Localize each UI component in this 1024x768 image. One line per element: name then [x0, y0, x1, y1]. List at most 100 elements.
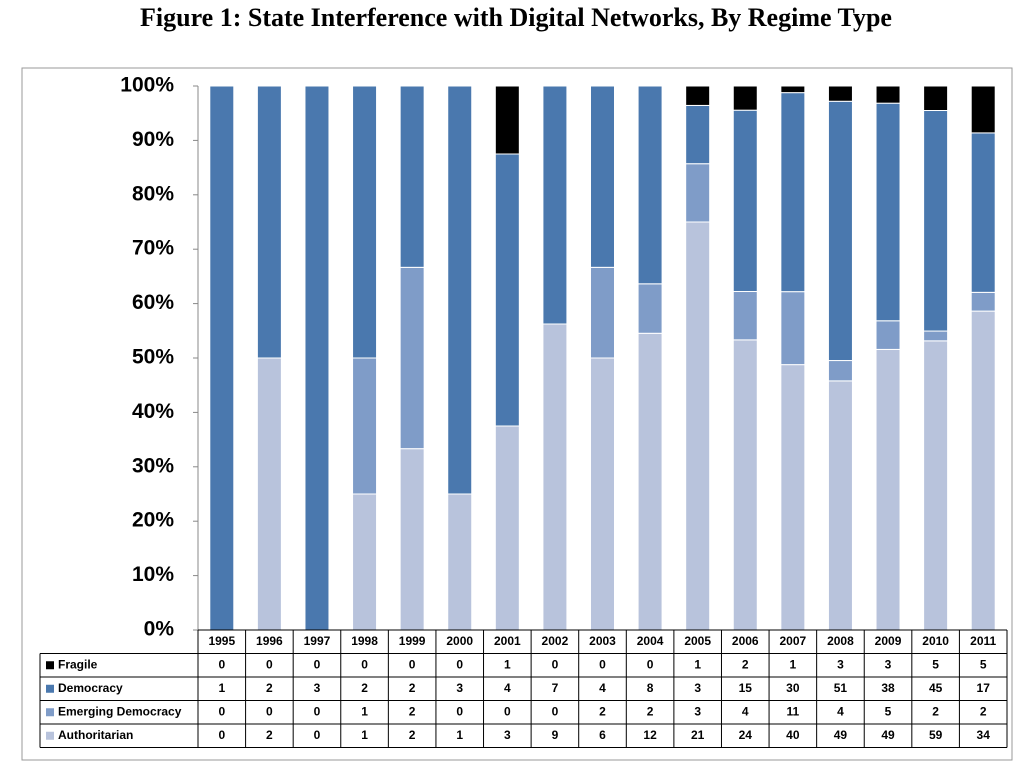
table-cell: 1	[456, 728, 463, 742]
table-cell: 3	[456, 681, 463, 695]
table-cell: 59	[929, 728, 943, 742]
table-cell: 51	[834, 681, 848, 695]
legend-swatch	[46, 661, 54, 670]
y-tick-label: 40%	[132, 400, 174, 423]
bar-segment	[827, 380, 853, 631]
table-cell: 5	[885, 704, 892, 718]
bar-segment	[590, 85, 615, 268]
x-tick-label: 2006	[732, 634, 759, 648]
table-cell: 9	[552, 728, 559, 742]
legend-swatch	[46, 731, 54, 740]
bar-segment	[970, 85, 996, 134]
table-cell: 3	[314, 681, 321, 695]
table-cell: 3	[694, 681, 701, 695]
bar-segment	[970, 291, 996, 312]
table-cell: 0	[504, 704, 511, 718]
table-cell: 1	[694, 657, 701, 671]
table-cell: 0	[552, 657, 559, 671]
bar-segment	[637, 283, 663, 334]
table-cell: 0	[409, 657, 416, 671]
x-tick-label: 2009	[875, 634, 902, 648]
table-cell: 30	[786, 681, 800, 695]
table-cell: 21	[691, 728, 705, 742]
x-tick-label: 2003	[589, 634, 616, 648]
x-tick-label: 1998	[351, 634, 378, 648]
bar-segment	[352, 357, 378, 495]
bar-segment	[399, 266, 425, 450]
bar-segment	[447, 493, 473, 631]
x-tick-label: 1999	[399, 634, 426, 648]
x-tick-label: 1997	[304, 634, 331, 648]
table-cell: 49	[834, 728, 848, 742]
table-cell: 0	[599, 657, 606, 671]
bar-segment	[685, 221, 711, 631]
legend-label: Democracy	[58, 681, 123, 695]
bar-segment	[970, 132, 996, 293]
y-tick-label: 80%	[132, 182, 174, 205]
x-tick-label: 1995	[208, 634, 235, 648]
bar-segment	[875, 320, 901, 350]
legend-swatch	[46, 708, 54, 717]
y-tick-label: 10%	[132, 563, 174, 586]
table-cell: 5	[932, 657, 939, 671]
bar-segment	[923, 340, 949, 631]
bar-segment	[447, 85, 473, 495]
table-cell: 0	[314, 728, 321, 742]
bar-segment	[494, 425, 520, 631]
bar-segment	[923, 85, 949, 112]
legend-label: Fragile	[58, 657, 98, 671]
table-cell: 1	[218, 681, 225, 695]
table-cell: 2	[361, 681, 368, 695]
x-tick-label: 2002	[542, 634, 569, 648]
table-cell: 2	[647, 704, 654, 718]
bar-segment	[352, 85, 378, 359]
bar-segment	[923, 330, 949, 342]
table-cell: 3	[504, 728, 511, 742]
table-cell: 2	[409, 728, 416, 742]
table-cell: 2	[266, 681, 273, 695]
table-cell: 1	[504, 657, 511, 671]
bar-segment	[780, 291, 806, 366]
bar-segment	[732, 339, 758, 631]
bar-segment	[256, 357, 282, 631]
table-cell: 3	[885, 657, 892, 671]
table-cell: 4	[599, 681, 606, 695]
table-cell: 0	[218, 704, 225, 718]
legend-swatch	[46, 684, 54, 693]
x-tick-label: 2000	[446, 634, 473, 648]
table-cell: 0	[456, 657, 463, 671]
x-tick-label: 2008	[827, 634, 854, 648]
bar-segment	[827, 100, 853, 362]
bar-segment	[637, 332, 663, 631]
y-tick-label: 100%	[120, 74, 174, 97]
table-cell: 1	[790, 657, 797, 671]
table-cell: 0	[266, 657, 273, 671]
bar-segment	[685, 104, 711, 165]
table-cell: 1	[361, 728, 368, 742]
bar-segment	[399, 85, 425, 268]
bar-segment	[732, 291, 758, 341]
bar-segment	[827, 85, 853, 102]
table-cell: 15	[739, 681, 753, 695]
table-cell: 0	[552, 704, 559, 718]
y-tick-label: 30%	[132, 454, 174, 477]
y-tick-label: 60%	[132, 291, 174, 314]
x-tick-label: 2010	[922, 634, 949, 648]
x-tick-label: 1996	[256, 634, 283, 648]
table-cell: 34	[977, 728, 991, 742]
bar-segment	[590, 357, 615, 631]
table-cell: 0	[218, 657, 225, 671]
table-cell: 2	[932, 704, 939, 718]
table-cell: 40	[786, 728, 800, 742]
table-cell: 2	[980, 704, 987, 718]
bar-segment	[352, 493, 378, 631]
chart-title: Figure 1: State Interference with Digita…	[140, 3, 892, 32]
bar-segment	[542, 85, 568, 325]
x-tick-label: 2001	[494, 634, 521, 648]
bar-segment	[970, 310, 996, 631]
x-tick-label: 2011	[970, 634, 996, 648]
table-cell: 17	[977, 681, 991, 695]
table-cell: 4	[837, 704, 844, 718]
table-cell: 2	[409, 704, 416, 718]
bar-segment	[923, 110, 949, 332]
